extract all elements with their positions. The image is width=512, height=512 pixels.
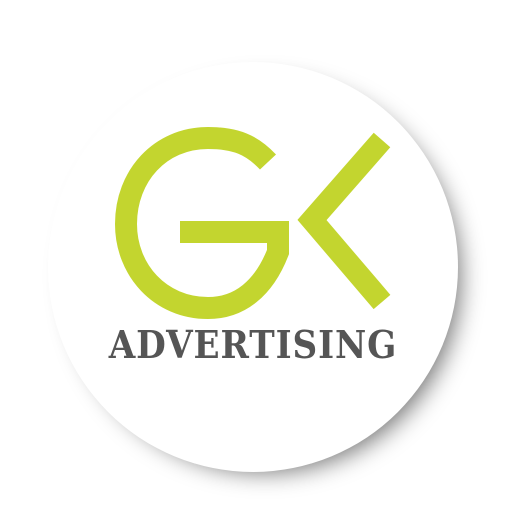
logo-wordmark: ADVERTISING [108,322,398,367]
logo-badge [48,62,458,472]
letter-g-shape [114,126,289,320]
letter-k-shape [297,132,391,310]
gk-monogram-logo [114,126,391,320]
